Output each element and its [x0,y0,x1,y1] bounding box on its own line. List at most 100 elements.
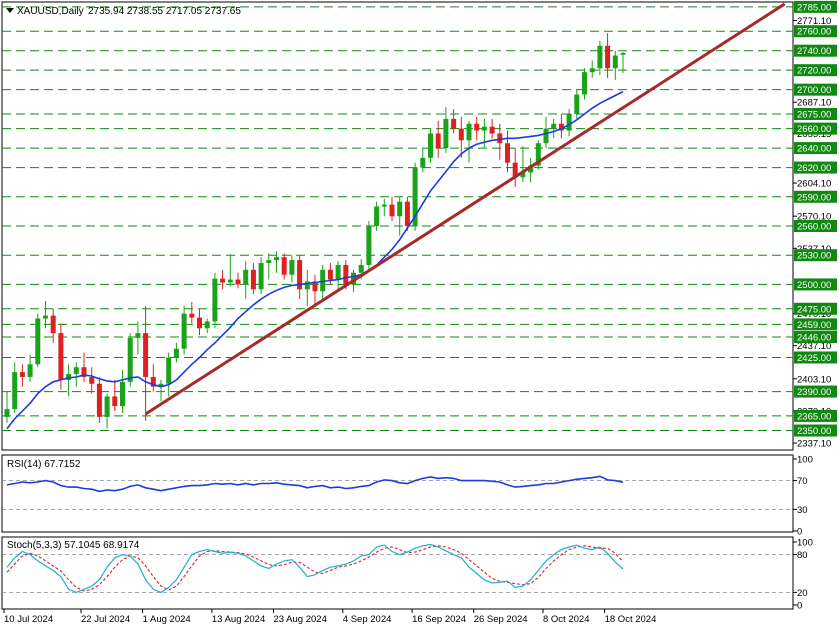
candle-bearish [451,118,457,129]
chart-header: XAUUSD,Daily 2735.94 2738.55 2717.05 273… [6,6,241,17]
price-tick-label: 2604.10 [797,179,831,190]
candle-bullish [73,367,79,375]
level-price-label: 2660.00 [797,124,831,135]
candle-bullish [274,257,279,261]
level-price-box [794,409,837,422]
rsi-label: RSI(14) 67.7152 [7,459,81,470]
candle-bullish [258,263,264,290]
candle-bearish [297,260,303,290]
time-tick-label: 4 Sep 2024 [343,614,392,625]
price-tick-label: 2437.10 [797,341,831,352]
candle-bullish [366,226,372,265]
level-price-label: 2560.00 [797,222,831,233]
level-price-box [794,385,837,398]
level-price-label: 2425.00 [797,353,831,364]
candle-bearish [474,123,480,131]
candle-bearish [404,201,410,226]
moving-average-line [6,90,624,430]
candle-bearish [112,396,118,407]
rsi-axis: 100 70 30 0 [793,455,813,538]
candle-bearish [150,376,156,387]
candle-bullish [620,52,626,55]
level-price-box [794,108,837,120]
candle-bearish [505,143,510,163]
candle-bullish [120,381,125,407]
level-price-box [794,318,837,331]
horizontal-levels [2,6,793,432]
candle-bullish [528,165,534,173]
candle-bearish [281,257,287,275]
rsi-pane: RSI(14) 67.7152 100 70 30 0 [1,454,813,538]
time-tick-label: 18 Oct 2024 [605,614,657,625]
level-price-box [794,25,837,38]
price-tick-label: 2570.10 [797,212,831,223]
candle-bullish [43,315,48,319]
oscillator-tick-label: 70 [797,476,808,487]
candle-bearish [435,133,441,149]
price-pane: XAUUSD,Daily 2735.94 2738.55 2717.05 273… [1,0,837,451]
candle-bullish [4,409,10,417]
candle-bearish [389,204,395,217]
candle-bearish [96,383,102,417]
candle-bullish [181,313,187,349]
candle-bullish [27,364,33,377]
candle-bullish [358,264,364,273]
time-tick-label: 23 Aug 2024 [274,614,327,625]
candle-bearish [250,269,256,290]
candle-bullish [466,123,472,141]
time-axis: 10 Jul 2024 22 Jul 2024 1 Aug 2024 13 Aug 2… [3,609,657,625]
candle-bullish [582,72,587,95]
candle-bearish [558,123,564,131]
price-tick-label: 2771.10 [797,16,831,27]
level-price-label: 2390.00 [797,387,831,398]
candle-bullish [66,374,72,380]
candle-bullish [204,321,210,329]
level-price-box [794,249,837,262]
level-price-label: 2459.00 [797,320,831,331]
level-price-label: 2365.00 [797,411,831,422]
level-price-label: 2675.00 [797,110,831,121]
price-tick-label: 2687.10 [797,98,831,109]
candle-bearish [605,45,611,69]
candle-bearish [81,367,87,377]
candle-bearish [327,269,333,280]
level-price-label: 2700.00 [797,85,831,96]
rsi-line [6,475,624,493]
level-price-label: 2590.00 [797,192,831,203]
level-price-box [794,190,837,203]
rsi-pane-frame [1,454,794,533]
candle-bullish [212,278,218,322]
candle-bullish [520,172,526,178]
candle-bullish [589,68,595,73]
time-tick-label: 16 Sep 2024 [412,614,466,625]
candle-bullish [443,118,449,149]
candle-bullish [135,333,141,338]
level-price-box [794,424,837,437]
ohlc-values: 2735.94 2738.55 2717.05 2737.65 [88,6,241,17]
candle-bullish [243,269,249,285]
candle-bullish [158,383,164,387]
candle-bullish [289,260,295,275]
level-price-box [794,83,837,96]
candle-bearish [19,372,25,377]
candle-bearish [512,162,518,178]
candle-bullish [266,260,272,264]
candle-bullish [127,338,133,382]
oscillator-tick-label: 80 [797,550,808,561]
candle-bearish [189,313,195,318]
stochastic-main-line [6,543,624,594]
candle-bullish [397,201,403,217]
symbol-label: XAUUSD,Daily [17,6,84,17]
trend-line [144,2,786,416]
candle-bullish [543,128,549,144]
level-price-box [794,44,837,57]
candle-bullish [351,272,356,285]
level-price-label: 2760.00 [797,27,831,38]
candle-bullish [535,143,541,166]
level-price-box [794,0,837,13]
candle-bullish [574,94,580,114]
level-price-label: 2446.00 [797,333,831,344]
